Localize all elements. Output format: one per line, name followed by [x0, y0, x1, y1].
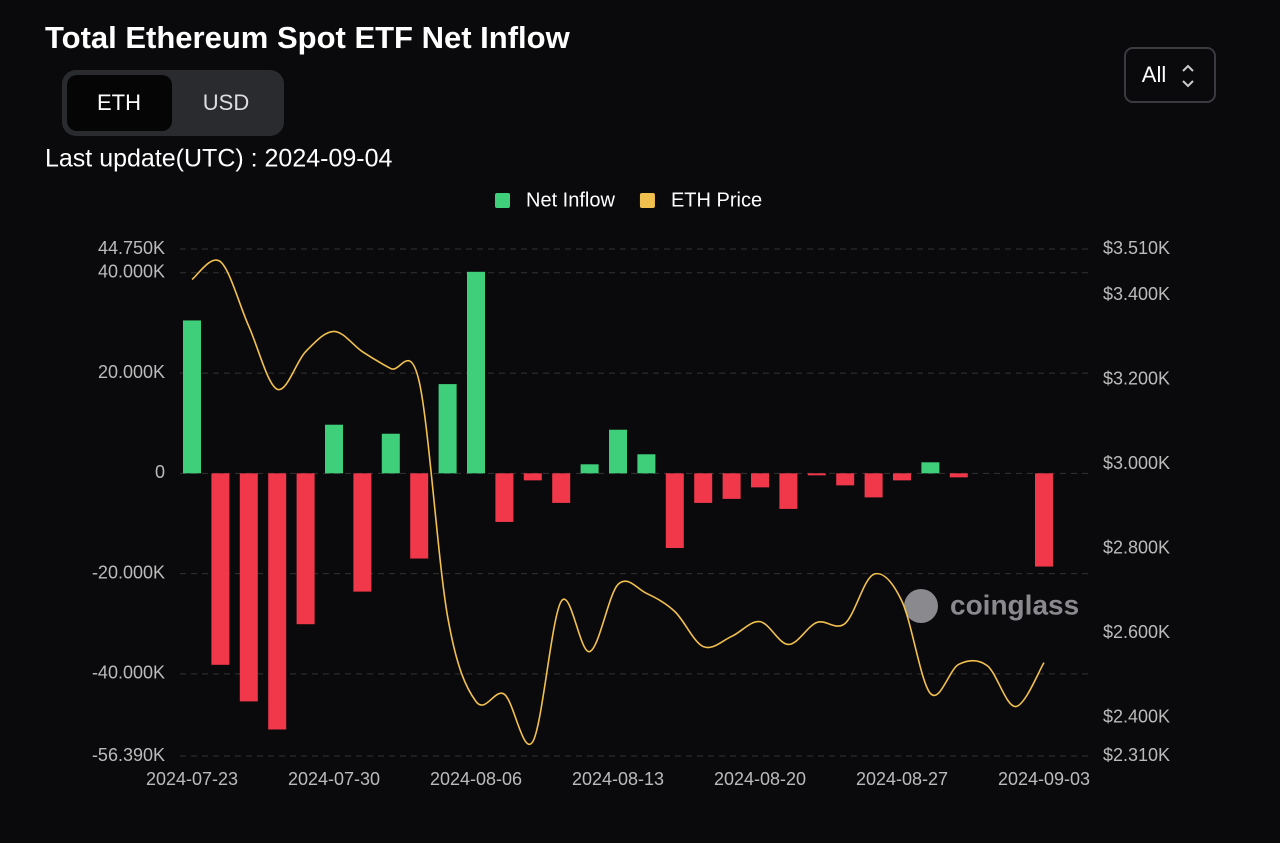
bar	[580, 464, 599, 474]
x-tick-label: 2024-08-06	[430, 769, 522, 789]
bar	[722, 473, 741, 499]
bar	[239, 473, 258, 702]
bar	[325, 424, 343, 474]
bar	[495, 473, 514, 522]
watermark-logo	[904, 589, 938, 623]
bar	[807, 473, 826, 476]
y-tick-label: 40.000K	[98, 262, 165, 282]
toggle-label[interactable]: ETH	[97, 90, 141, 115]
bar	[665, 473, 684, 549]
bar	[751, 473, 769, 488]
bar	[1035, 473, 1053, 567]
legend-label: ETH Price	[671, 189, 762, 211]
bar	[183, 320, 201, 474]
toggle-eth[interactable]	[67, 75, 172, 131]
legend-swatch	[639, 193, 655, 208]
bar	[609, 429, 627, 474]
x-tick-label: 2024-07-23	[146, 769, 238, 789]
y-tick-label: 20.000K	[98, 362, 165, 382]
bar	[694, 473, 713, 503]
y-tick-label: 44.750K	[98, 238, 165, 258]
toggle-label[interactable]: USD	[203, 90, 249, 115]
bar	[949, 473, 968, 478]
watermark: coinglass	[950, 589, 1079, 620]
select-icon	[1182, 64, 1194, 88]
y2-tick-label: $3.510K	[1103, 238, 1170, 258]
bar	[410, 473, 429, 559]
bar	[381, 433, 400, 474]
legend-swatch	[495, 193, 510, 208]
bar	[268, 473, 287, 730]
title: Total Ethereum Spot ETF Net Inflow	[45, 20, 571, 55]
bar	[523, 473, 542, 481]
range-select-label[interactable]: All	[1142, 62, 1166, 87]
bar	[921, 462, 940, 474]
bar	[836, 473, 855, 486]
y2-tick-label: $3.000K	[1103, 453, 1170, 473]
y2-tick-label: $3.400K	[1103, 284, 1170, 304]
bar	[893, 473, 911, 481]
y2-tick-label: $2.310K	[1103, 745, 1170, 765]
x-tick-label: 2024-08-20	[714, 769, 806, 789]
x-tick-label: 2024-08-27	[856, 769, 948, 789]
x-tick-label: 2024-09-03	[998, 769, 1090, 789]
bar	[438, 384, 457, 474]
bar	[552, 473, 571, 503]
y-tick-label: 0	[155, 462, 165, 482]
y2-tick-label: $3.200K	[1103, 369, 1170, 389]
y-tick-label: -56.390K	[92, 745, 165, 765]
bar	[211, 473, 230, 665]
y2-tick-label: $2.800K	[1103, 538, 1170, 558]
y2-tick-label: $2.400K	[1103, 707, 1170, 727]
x-tick-label: 2024-08-13	[572, 769, 664, 789]
last-update: Last update(UTC) : 2024-09-04	[45, 145, 393, 173]
y2-tick-label: $2.600K	[1103, 622, 1170, 642]
bar	[467, 271, 485, 474]
bar	[353, 473, 372, 592]
x-tick-label: 2024-07-30	[288, 769, 380, 789]
y-tick-label: -40.000K	[92, 663, 165, 683]
price-line	[191, 259, 1045, 746]
bar	[864, 473, 883, 498]
bar	[779, 473, 798, 509]
bar	[296, 473, 315, 625]
legend-label: Net Inflow	[526, 189, 615, 211]
y-tick-label: -20.000K	[92, 562, 165, 582]
bar	[637, 454, 656, 474]
range-select[interactable]	[1124, 47, 1216, 103]
